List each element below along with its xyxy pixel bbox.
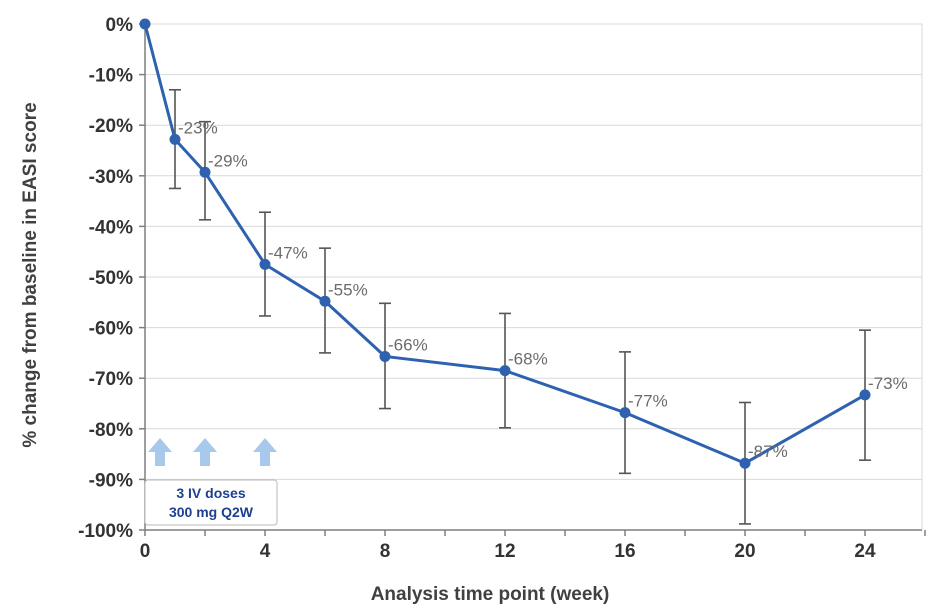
y-axis-title: % change from baseline in EASI score [20, 102, 41, 447]
data-label: -87% [748, 442, 788, 461]
x-tick-label: 16 [614, 541, 635, 562]
data-point [619, 407, 631, 419]
dose-arrow-icon [193, 438, 217, 466]
x-tick-label: 20 [734, 541, 755, 562]
data-labels: -23% -29% -47% -55% -66% -68% -77% -87% -73% [178, 118, 908, 461]
data-point [139, 18, 151, 30]
data-point [379, 350, 391, 362]
data-label: -29% [208, 151, 248, 170]
x-tick-label: 24 [854, 541, 876, 562]
series-line-path [143, 23, 866, 465]
dose-annotation-box [144, 479, 278, 526]
x-tick-label: 0 [140, 541, 151, 562]
y-tick-label: -10% [89, 66, 133, 87]
y-tick-label: -50% [89, 268, 133, 289]
y-tick-label: -100% [78, 521, 133, 542]
data-label: -23% [178, 118, 218, 137]
y-tick-label: -20% [89, 116, 133, 137]
data-label: -77% [628, 392, 668, 411]
data-label: -66% [388, 335, 428, 354]
data-point [319, 295, 331, 307]
x-tick-labels: 0 4 8 12 16 20 24 [140, 541, 876, 562]
data-point [199, 166, 211, 178]
dose-arrow-icon [148, 438, 172, 466]
y-tick-label: 0% [106, 15, 134, 36]
data-point [169, 133, 181, 145]
data-point [499, 365, 511, 377]
dose-annotation-line1: 3 IV doses [176, 485, 245, 501]
data-label: -55% [328, 280, 368, 299]
y-tick-label: -30% [89, 167, 133, 188]
data-label: -73% [868, 374, 908, 393]
data-points [139, 18, 871, 469]
data-label: -47% [268, 243, 308, 262]
dose-arrows [148, 438, 277, 466]
x-tick-label: 12 [494, 541, 515, 562]
x-axis-title: Analysis time point (week) [371, 584, 610, 605]
grid-lines [145, 23, 923, 530]
y-tick-label: -90% [89, 470, 133, 491]
x-tick-label: 8 [380, 541, 391, 562]
y-tick-label: -60% [89, 319, 133, 340]
data-label: -68% [508, 350, 548, 369]
dose-annotation-line2: 300 mg Q2W [169, 504, 254, 520]
data-point [259, 258, 271, 270]
y-tick-labels: 0% -10% -20% -30% -40% -50% -60% -70% -80% -90% -1… [78, 15, 133, 542]
data-point [859, 389, 871, 401]
dose-arrow-icon [253, 438, 277, 466]
y-tick-label: -70% [89, 369, 133, 390]
series-line [143, 23, 866, 465]
y-tick-label: -40% [89, 217, 133, 238]
axes [139, 23, 926, 536]
x-tick-label: 4 [260, 541, 271, 562]
dose-annotation: 3 IV doses 300 mg Q2W [144, 479, 278, 526]
data-point [739, 457, 751, 469]
y-tick-label: -80% [89, 420, 133, 441]
